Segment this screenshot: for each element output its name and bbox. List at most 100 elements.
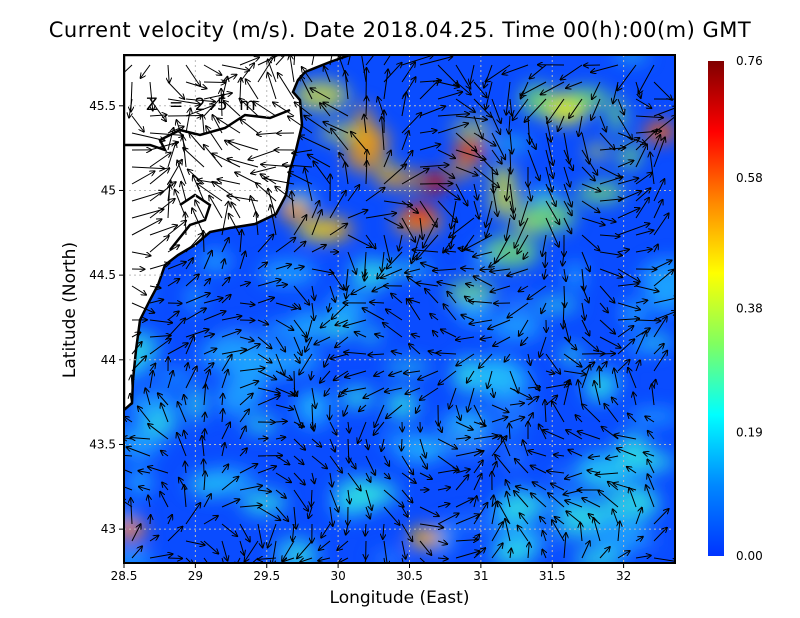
velocity-arrow [416, 283, 439, 286]
velocity-patch [585, 144, 609, 159]
velocity-arrow [437, 123, 468, 134]
velocity-arrow [275, 187, 295, 202]
velocity-patch [374, 170, 425, 189]
velocity-patch [186, 285, 204, 311]
x-tick-label: 31.5 [539, 569, 566, 583]
velocity-arrow [221, 464, 228, 474]
velocity-arrow [545, 132, 553, 165]
velocity-arrow [257, 280, 281, 287]
velocity-arrow [329, 455, 342, 473]
velocity-arrow [543, 531, 546, 542]
velocity-arrow [145, 388, 151, 406]
velocity-patch [608, 97, 625, 133]
velocity-arrow [563, 217, 571, 233]
velocity-patch [575, 503, 616, 520]
velocity-arrow [130, 394, 132, 406]
velocity-arrow [509, 200, 514, 219]
velocity-arrow [368, 354, 385, 355]
velocity-arrow [437, 504, 449, 507]
velocity-arrow [473, 166, 499, 187]
velocity-arrow [455, 499, 473, 508]
velocity-patch [633, 452, 675, 472]
velocity-arrow [558, 115, 565, 131]
velocity-arrow [491, 522, 503, 542]
velocity-arrow [203, 94, 224, 117]
velocity-arrow [364, 251, 366, 277]
velocity-arrow [222, 394, 223, 406]
velocity-arrow [506, 217, 511, 240]
velocity-arrow [131, 132, 164, 140]
velocity-arrow [563, 370, 586, 374]
velocity-arrow [383, 164, 406, 185]
velocity-patch [355, 103, 373, 139]
velocity-arrow [407, 299, 421, 321]
velocity-arrow [273, 102, 295, 117]
velocity-arrow [370, 302, 385, 303]
velocity-arrow [351, 132, 367, 151]
velocity-arrow [275, 404, 293, 409]
velocity-arrow [374, 370, 385, 376]
velocity-arrow [221, 499, 239, 508]
velocity-arrow [389, 370, 403, 376]
velocity-arrow [149, 339, 171, 355]
velocity-arrow [185, 81, 206, 88]
velocity-arrow [628, 414, 637, 423]
velocity-arrow [543, 430, 565, 440]
velocity-arrow [455, 475, 468, 491]
velocity-arrow [528, 451, 547, 457]
velocity-arrow [275, 265, 291, 270]
velocity-arrow [566, 430, 583, 440]
velocity-arrow [195, 200, 205, 219]
velocity-arrow [239, 99, 259, 117]
velocity-arrow [430, 314, 439, 321]
velocity-patch [384, 361, 431, 373]
velocity-arrow [148, 496, 150, 508]
velocity-patch [497, 490, 544, 524]
velocity-arrow [565, 500, 583, 508]
velocity-arrow [617, 64, 637, 90]
velocity-arrow [581, 336, 598, 351]
velocity-arrow [337, 540, 349, 550]
velocity-arrow [412, 334, 421, 337]
velocity-arrow [581, 285, 589, 302]
velocity-arrow [131, 438, 151, 439]
velocity-arrow [561, 64, 583, 80]
figure-title: Current velocity (m/s). Date 2018.04.25.… [48, 18, 752, 42]
velocity-arrow [312, 285, 314, 300]
velocity-arrow [203, 516, 218, 525]
velocity-arrow [405, 387, 421, 394]
velocity-arrow [365, 523, 366, 536]
velocity-arrow [635, 173, 652, 185]
y-tick-label: 43.5 [89, 437, 116, 451]
velocity-patch [392, 434, 445, 465]
velocity-arrow [437, 114, 469, 116]
velocity-arrow [437, 92, 462, 100]
velocity-arrow [185, 105, 215, 117]
velocity-arrow [647, 474, 655, 491]
velocity-arrow [382, 251, 384, 272]
velocity-arrow [528, 543, 529, 559]
velocity-arrow [124, 454, 133, 457]
velocity-arrow [419, 200, 437, 227]
velocity-arrow [257, 298, 274, 304]
velocity-arrow [509, 403, 524, 405]
velocity-arrow [582, 498, 601, 508]
velocity-arrow [383, 151, 391, 168]
velocity-arrow [204, 384, 206, 406]
velocity-arrow [131, 332, 140, 337]
velocity-patch [621, 299, 647, 327]
velocity-arrow [185, 99, 215, 102]
velocity-arrow [148, 467, 169, 474]
velocity-arrow [239, 505, 262, 507]
velocity-arrow [473, 503, 487, 525]
velocity-arrow [506, 480, 511, 491]
velocity-arrow [167, 318, 185, 338]
velocity-arrow [305, 168, 313, 202]
velocity-arrow [401, 62, 415, 83]
velocity-arrow [321, 523, 331, 538]
velocity-hotspot [409, 528, 441, 548]
velocity-arrow [474, 496, 477, 508]
x-tick-label: 28.5 [111, 569, 138, 583]
velocity-arrow [365, 234, 376, 248]
velocity-arrow [581, 234, 599, 250]
